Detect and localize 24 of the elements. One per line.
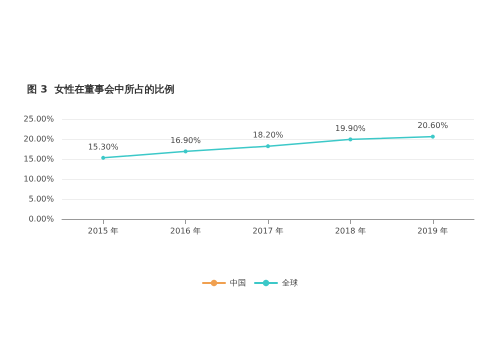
y-tick-label: 25.00% (23, 114, 54, 124)
y-tick-label: 5.00% (28, 194, 54, 204)
y-tick-label: 10.00% (23, 174, 54, 184)
y-tick-label: 15.00% (23, 154, 54, 164)
data-label: 15.30% (88, 142, 119, 152)
y-tick-label: 0.00% (28, 214, 54, 224)
point (101, 156, 106, 160)
chart-title: 图 3 女性在董事会中所占的比例 (27, 84, 174, 96)
x-tick-label: 2017 年 (252, 226, 284, 236)
point (266, 144, 270, 148)
x-tick-label: 2018 年 (334, 226, 366, 236)
legend-label: 中国 (230, 278, 246, 288)
x-tick-label: 2016 年 (170, 226, 202, 236)
y-tick-label: 20.00% (23, 134, 54, 144)
point (184, 149, 188, 154)
data-label: 20.60% (418, 121, 448, 130)
point (430, 134, 435, 139)
legend-label: 全球 (282, 278, 298, 288)
x-tick-label: 2019 年 (417, 226, 448, 236)
data-label: 19.90% (335, 124, 366, 133)
x-tick-label: 2015 年 (88, 226, 119, 236)
point (348, 137, 352, 142)
data-label: 18.20% (252, 130, 284, 140)
data-label: 16.90% (170, 136, 202, 145)
